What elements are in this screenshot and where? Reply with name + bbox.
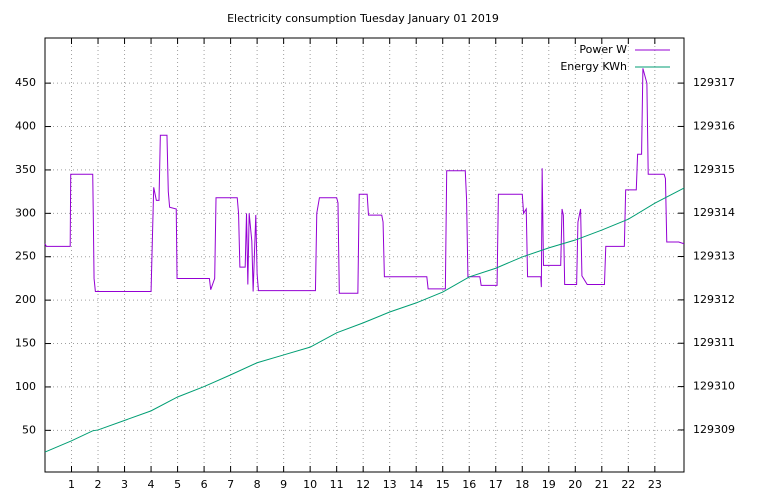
plot-frame — [44, 37, 685, 473]
y2-tick-label: 129313 — [693, 250, 735, 263]
x-tick-label: 19 — [542, 478, 556, 491]
x-tick-label: 11 — [330, 478, 344, 491]
legend-label: Power W — [579, 43, 627, 56]
legend-label: Energy KWh — [560, 60, 627, 73]
y2-tick-label: 129314 — [693, 206, 735, 219]
y-tick-label: 350 — [15, 163, 36, 176]
x-tick-label: 7 — [227, 478, 234, 491]
x-tick-label: 13 — [383, 478, 397, 491]
y2-tick-label: 129312 — [693, 293, 735, 306]
x-tick-label: 3 — [121, 478, 128, 491]
x-tick-label: 17 — [489, 478, 503, 491]
series-line — [44, 68, 685, 294]
y-tick-label: 400 — [15, 120, 36, 133]
y2-tick-label: 129316 — [693, 119, 735, 132]
y2-tick-label: 129317 — [693, 76, 735, 89]
x-tick-label: 9 — [280, 478, 287, 491]
y-tick-label: 300 — [15, 206, 36, 219]
x-tick-label: 10 — [303, 478, 317, 491]
y-tick-label: 50 — [22, 423, 36, 436]
y-tick-label: 450 — [15, 76, 36, 89]
y2-tick-label: 129309 — [693, 423, 735, 436]
series-line — [44, 187, 685, 453]
x-tick-label: 4 — [148, 478, 155, 491]
x-tick-label: 23 — [648, 478, 662, 491]
x-tick-label: 18 — [515, 478, 529, 491]
y2-tick-label: 129315 — [693, 163, 735, 176]
y-tick-label: 250 — [15, 250, 36, 263]
y-tick-label: 150 — [15, 337, 36, 350]
x-tick-label: 21 — [595, 478, 609, 491]
x-tick-label: 22 — [621, 478, 635, 491]
x-tick-label: 16 — [462, 478, 476, 491]
x-tick-label: 8 — [254, 478, 261, 491]
x-tick-label: 20 — [568, 478, 582, 491]
x-tick-label: 1 — [68, 478, 75, 491]
y-tick-label: 200 — [15, 293, 36, 306]
y2-tick-label: 129311 — [693, 336, 735, 349]
x-tick-label: 2 — [95, 478, 102, 491]
x-tick-label: 6 — [201, 478, 208, 491]
x-tick-label: 5 — [174, 478, 181, 491]
chart-title: Electricity consumption Tuesday January … — [227, 12, 499, 25]
x-tick-label: 12 — [356, 478, 370, 491]
x-tick-label: 15 — [436, 478, 450, 491]
x-tick-label: 14 — [409, 478, 423, 491]
y2-tick-label: 129310 — [693, 380, 735, 393]
y-tick-label: 100 — [15, 380, 36, 393]
